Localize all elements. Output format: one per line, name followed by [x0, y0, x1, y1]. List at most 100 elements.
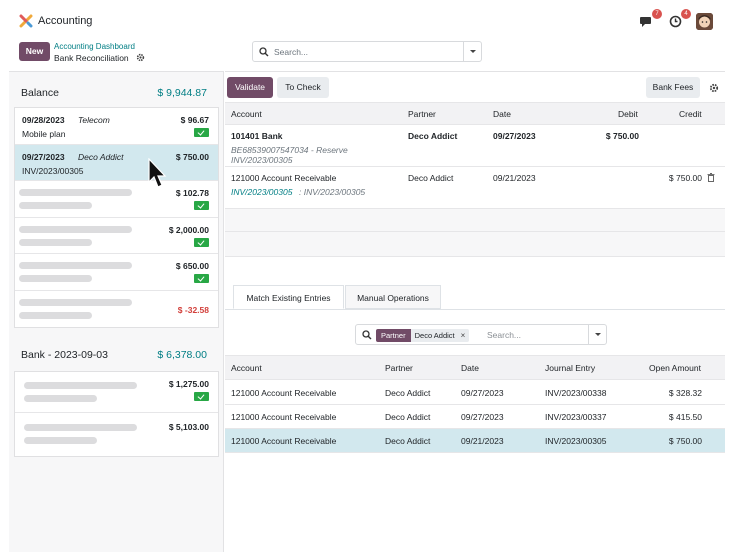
user-avatar[interactable]	[696, 13, 713, 30]
line-amount: $ 102.78	[175, 188, 209, 198]
search-options-toggle[interactable]	[463, 42, 481, 61]
col-account: Account	[231, 363, 262, 373]
search-bar[interactable]: Search...	[252, 41, 482, 62]
placeholder-bar	[19, 202, 92, 209]
activities-badge: 4	[681, 9, 691, 19]
line-amount: $ 650.00	[175, 261, 209, 271]
placeholder-bar	[19, 189, 132, 196]
line-date: 09/27/2023	[22, 151, 65, 162]
divider	[225, 231, 725, 232]
line-partner: Deco Addict	[78, 151, 124, 162]
line-partner: Telecom	[78, 115, 110, 125]
entry-date[interactable]: 09/27/2023	[493, 131, 536, 141]
row-date: 09/27/2023	[461, 412, 504, 422]
col-partner: Partner	[408, 109, 436, 119]
table-row[interactable]: 121000 Account Receivable Deco Addict 09…	[225, 381, 725, 405]
facet-label: Partner	[376, 329, 411, 342]
entry-label-ref: INV/2023/00305	[231, 155, 293, 165]
bank-statement-panel: Balance $ 9,944.87 09/28/2023 Telecom Mo…	[9, 71, 224, 552]
statement-line-list: 09/28/2023 Telecom Mobile plan $ 96.67 0…	[14, 107, 219, 328]
line-amount: $ 96.67	[180, 115, 209, 125]
entry-label: : INV/2023/00305	[299, 187, 366, 197]
statement-line[interactable]: $ 5,103.00	[15, 413, 218, 456]
trash-icon[interactable]	[707, 173, 715, 182]
line-label: INV/2023/00305	[22, 165, 84, 176]
statement-line[interactable]: $ 102.78	[15, 181, 218, 218]
tab-manual-operations[interactable]: Manual Operations	[345, 285, 441, 309]
statement-line[interactable]: $ 650.00	[15, 254, 218, 291]
validate-button[interactable]: Validate	[227, 77, 273, 98]
row-partner: Deco Addict	[385, 436, 431, 446]
app-name[interactable]: Accounting	[38, 15, 93, 27]
empty-row	[225, 209, 725, 231]
entry-invoice-link[interactable]: INV/2023/00305	[231, 187, 293, 197]
entry-account[interactable]: 101401 Bank	[231, 131, 283, 141]
mouse-cursor-icon	[148, 158, 167, 188]
entry-credit[interactable]: $ 750.00	[668, 173, 702, 183]
close-icon[interactable]: ×	[458, 329, 470, 342]
divider	[225, 256, 725, 257]
placeholder-bar	[24, 382, 137, 389]
table-row-highlighted[interactable]: 121000 Account Receivable Deco Addict 09…	[225, 429, 725, 453]
group-title-bank: Bank - 2023-09-03	[21, 349, 108, 361]
entry-debit[interactable]: $ 750.00	[605, 131, 639, 141]
placeholder-bar	[19, 225, 132, 233]
placeholder-bar	[24, 424, 137, 431]
col-date: Date	[493, 109, 511, 119]
row-open-amount: $ 750.00	[668, 436, 702, 446]
row-partner: Deco Addict	[385, 412, 431, 422]
entry-account[interactable]: 121000 Account Receivable	[231, 173, 337, 183]
statement-line[interactable]: 09/28/2023 Telecom Mobile plan $ 96.67	[15, 108, 218, 145]
placeholder-bar	[24, 395, 97, 402]
breadcrumb-parent[interactable]: Accounting Dashboard	[54, 42, 135, 51]
new-button[interactable]: New	[19, 42, 50, 61]
col-journal-entry: Journal Entry	[545, 363, 596, 373]
caret-down-icon	[595, 333, 601, 336]
search-facet[interactable]: Partner Deco Addict ×	[376, 329, 470, 342]
line-amount: $ 2,000.00	[168, 224, 209, 235]
entries-table-header: Account Partner Date Debit Credit	[225, 102, 725, 125]
statement-line-selected[interactable]: 09/27/2023 Deco Addict INV/2023/00305 $ …	[15, 144, 218, 181]
check-icon	[194, 274, 209, 283]
row-date: 09/21/2023	[461, 436, 504, 446]
search-input[interactable]: Search...	[274, 47, 309, 57]
statement-line[interactable]: $ -32.58	[15, 291, 218, 328]
to-check-button[interactable]: To Check	[277, 77, 329, 98]
col-open-amount: Open Amount	[649, 363, 701, 373]
entry-date[interactable]: 09/21/2023	[493, 173, 536, 183]
entry-label: BE68539007547034 - Reserve	[231, 145, 348, 155]
statement-line[interactable]: $ 1,275.00	[15, 372, 218, 413]
match-search-bar[interactable]: Partner Deco Addict × Search...	[355, 324, 607, 345]
gear-icon[interactable]	[709, 83, 719, 93]
row-account: 121000 Account Receivable	[231, 388, 337, 398]
statement-line[interactable]: $ 2,000.00	[15, 218, 218, 254]
entry-partner[interactable]: Deco Addict	[408, 173, 454, 183]
col-partner: Partner	[385, 363, 413, 373]
top-navbar: Accounting 7 4	[0, 0, 733, 40]
row-partner: Deco Addict	[385, 388, 431, 398]
group-title-balance: Balance	[21, 87, 59, 99]
entry-partner[interactable]: Deco Addict	[408, 131, 458, 141]
check-icon	[194, 237, 209, 247]
row-date: 09/27/2023	[461, 388, 504, 398]
bank-fees-button[interactable]: Bank Fees	[646, 77, 700, 98]
col-debit: Debit	[618, 109, 638, 119]
accounting-app-icon[interactable]	[19, 14, 33, 28]
divider	[225, 166, 725, 167]
line-label: Mobile plan	[22, 129, 66, 139]
match-table-header: Account Partner Date Journal Entry Open …	[225, 355, 725, 380]
activities-button[interactable]: 4	[669, 9, 691, 29]
line-amount: $ -32.58	[177, 304, 209, 315]
divider	[225, 208, 725, 209]
gear-icon[interactable]	[136, 53, 145, 62]
search-options-toggle[interactable]	[588, 325, 606, 344]
group-amount-balance: $ 9,944.87	[157, 87, 207, 99]
tab-match-existing-entries[interactable]: Match Existing Entries	[233, 285, 344, 309]
line-date: 09/28/2023	[22, 115, 65, 125]
messages-button[interactable]: 7	[640, 9, 662, 29]
line-amount: $ 1,275.00	[168, 379, 209, 389]
match-search-input[interactable]: Search...	[487, 330, 522, 340]
reconciliation-form: Validate To Check Bank Fees Account Part…	[225, 71, 725, 552]
placeholder-bar	[19, 311, 92, 319]
table-row[interactable]: 121000 Account Receivable Deco Addict 09…	[225, 405, 725, 429]
